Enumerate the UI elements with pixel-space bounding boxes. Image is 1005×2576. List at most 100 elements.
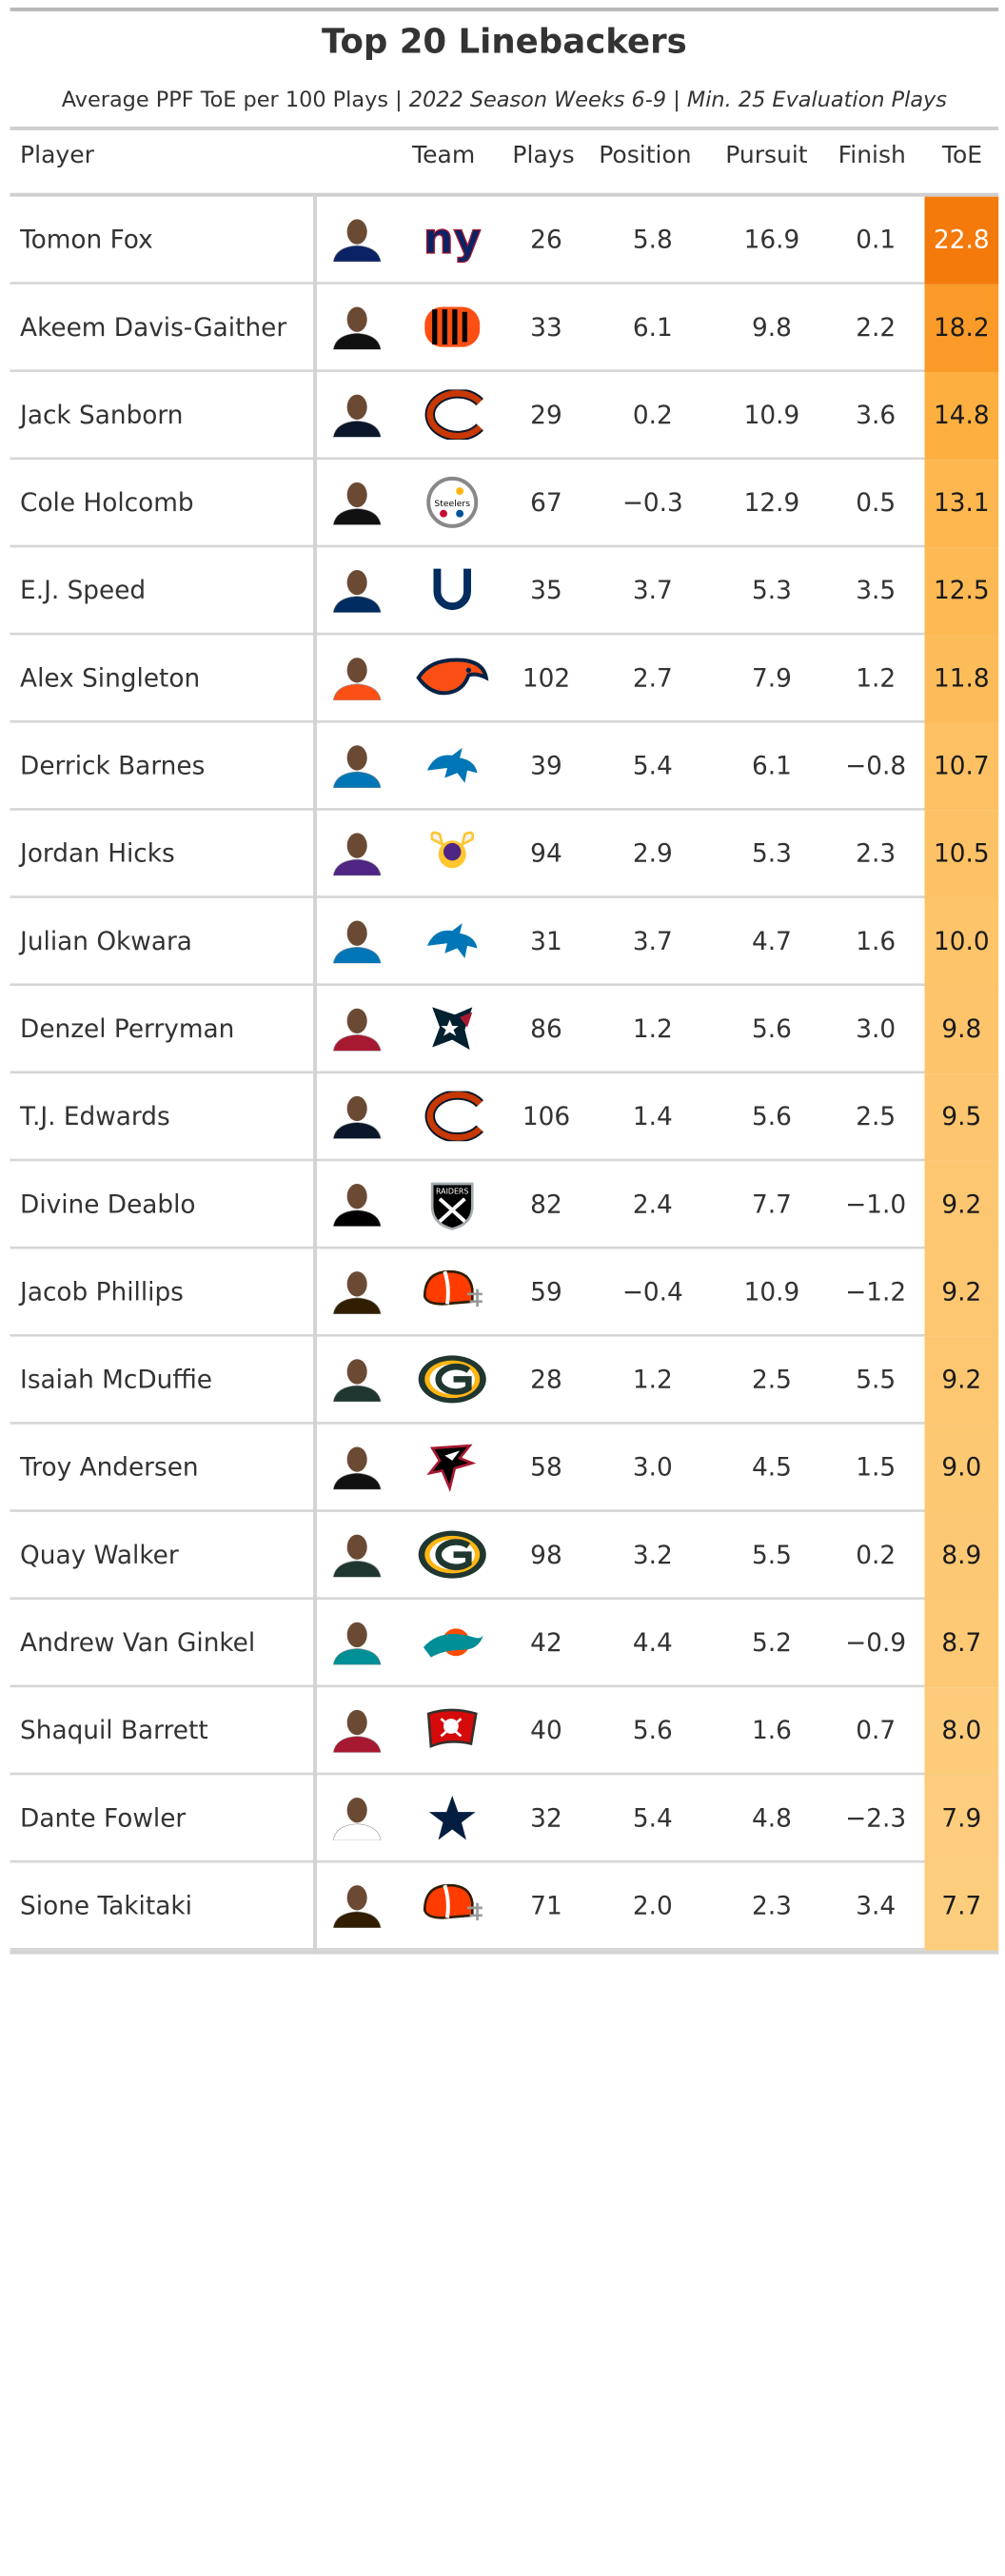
texans-logo bbox=[413, 1001, 491, 1056]
pursuit-value: 4.8 bbox=[751, 1802, 792, 1833]
toe-value: 9.0 bbox=[924, 1424, 999, 1512]
pursuit-value: 9.8 bbox=[751, 311, 792, 343]
pursuit-value: 12.9 bbox=[743, 487, 800, 518]
position-value: 5.6 bbox=[632, 1715, 673, 1745]
player-name: Divine Deablo bbox=[20, 1189, 196, 1219]
finish-value: 3.0 bbox=[856, 1013, 897, 1044]
table-row: Isaiah McDuffie 28 1.2 2.5 5.5 9.2 bbox=[10, 1336, 999, 1425]
plays-value: 59 bbox=[530, 1276, 562, 1308]
table-row: T.J. Edwards 106 1.4 5.6 2.5 9.5 bbox=[10, 1073, 999, 1162]
finish-value: 3.5 bbox=[856, 575, 897, 605]
toe-value: 12.5 bbox=[924, 547, 999, 636]
player-headshot-icon bbox=[331, 828, 384, 876]
player-headshot-icon bbox=[331, 478, 384, 525]
player-headshot-icon bbox=[331, 302, 384, 350]
column-header-team: Team bbox=[412, 141, 476, 169]
player-name: E.J. Speed bbox=[20, 575, 147, 605]
table-row: Jack Sanborn 29 0.2 10.9 3.6 14.8 bbox=[10, 371, 999, 461]
pursuit-value: 2.5 bbox=[751, 1364, 792, 1395]
plays-value: 33 bbox=[530, 311, 562, 343]
lions-logo bbox=[413, 737, 491, 793]
player-name: Akeem Davis-Gaither bbox=[20, 311, 287, 343]
table-row: Tomon Fox ny 26 5.8 16.9 0.1 22.8 bbox=[10, 196, 999, 285]
toe-value: 10.7 bbox=[924, 722, 999, 811]
plays-value: 106 bbox=[522, 1101, 571, 1131]
column-header-player: Player bbox=[20, 141, 94, 169]
player-name: Julian Okwara bbox=[20, 925, 192, 956]
finish-value: −1.0 bbox=[845, 1189, 907, 1219]
plays-value: 32 bbox=[530, 1802, 562, 1833]
plays-value: 29 bbox=[530, 399, 562, 430]
plays-value: 71 bbox=[530, 1890, 562, 1921]
finish-value: 0.2 bbox=[856, 1539, 897, 1570]
player-name: Denzel Perryman bbox=[20, 1013, 235, 1044]
pursuit-value: 5.3 bbox=[751, 837, 792, 869]
toe-value: 7.9 bbox=[924, 1775, 999, 1863]
pursuit-value: 7.7 bbox=[751, 1189, 792, 1219]
player-headshot-icon bbox=[331, 740, 384, 789]
player-name: Dante Fowler bbox=[20, 1802, 187, 1833]
column-header-toe: ToE bbox=[941, 141, 983, 169]
pursuit-value: 6.1 bbox=[751, 750, 792, 781]
table-subtitle: Average PPF ToE per 100 Plays | 2022 Sea… bbox=[10, 88, 999, 112]
player-headshot-icon bbox=[331, 1705, 384, 1753]
player-name: T.J. Edwards bbox=[20, 1101, 170, 1131]
plays-value: 67 bbox=[530, 487, 562, 518]
plays-value: 26 bbox=[530, 224, 562, 255]
player-name: Sione Takitaki bbox=[20, 1890, 192, 1921]
position-value: −0.4 bbox=[621, 1276, 683, 1308]
position-value: 1.4 bbox=[632, 1101, 673, 1131]
column-header-finish: Finish bbox=[838, 141, 906, 169]
player-headshot-icon bbox=[331, 915, 384, 964]
player-headshot-icon bbox=[331, 1354, 384, 1403]
finish-value: 2.2 bbox=[856, 311, 897, 343]
player-name: Jordan Hicks bbox=[20, 837, 175, 869]
position-value: 5.4 bbox=[632, 750, 673, 781]
table-row: Julian Okwara 31 3.7 4.7 1.6 10.0 bbox=[10, 897, 999, 987]
toe-value: 10.5 bbox=[924, 810, 999, 898]
table-row: Akeem Davis-Gaither 33 6.1 9.8 2.2 18.2 bbox=[10, 284, 999, 372]
plays-value: 82 bbox=[530, 1189, 562, 1219]
plays-value: 28 bbox=[530, 1364, 562, 1395]
header-bottom-rule bbox=[10, 192, 999, 197]
toe-value: 9.2 bbox=[924, 1161, 999, 1249]
player-name: Jacob Phillips bbox=[20, 1276, 184, 1308]
bears-c-logo bbox=[413, 1089, 491, 1144]
player-headshot-icon bbox=[331, 1617, 384, 1665]
player-name: Andrew Van Ginkel bbox=[20, 1627, 256, 1658]
toe-value: 11.8 bbox=[924, 635, 999, 723]
svg-text:Steelers: Steelers bbox=[434, 499, 470, 509]
player-headshot-icon bbox=[331, 214, 384, 263]
dolphins-logo bbox=[413, 1615, 491, 1670]
pursuit-value: 5.6 bbox=[751, 1013, 792, 1044]
table-row: Cole Holcomb Steelers 67 −0.3 12.9 0.5 13.1 bbox=[10, 460, 999, 548]
finish-value: 0.7 bbox=[856, 1715, 897, 1745]
toe-value: 9.2 bbox=[924, 1249, 999, 1337]
finish-value: 1.2 bbox=[856, 662, 897, 693]
player-headshot-icon bbox=[331, 1529, 384, 1578]
pursuit-value: 5.2 bbox=[751, 1627, 792, 1658]
bengals-logo bbox=[413, 300, 491, 355]
player-name: Tomon Fox bbox=[20, 224, 153, 255]
finish-value: 1.6 bbox=[856, 925, 897, 956]
column-header-position: Position bbox=[599, 141, 692, 169]
colts-horseshoe-logo bbox=[413, 562, 491, 618]
position-value: 1.2 bbox=[632, 1013, 673, 1044]
subtitle-part-minimum: Min. 25 Evaluation Plays bbox=[686, 88, 947, 113]
player-headshot-icon bbox=[331, 1880, 384, 1929]
position-value: 2.4 bbox=[632, 1189, 673, 1219]
svg-text:RAIDERS: RAIDERS bbox=[436, 1188, 468, 1196]
cowboys-star-logo bbox=[413, 1790, 491, 1845]
table-row: Shaquil Barrett 40 5.6 1.6 0.7 8.0 bbox=[10, 1687, 999, 1776]
position-value: 3.0 bbox=[632, 1451, 673, 1483]
finish-value: 3.4 bbox=[856, 1890, 897, 1921]
finish-value: −2.3 bbox=[845, 1802, 907, 1833]
position-value: 2.0 bbox=[632, 1890, 673, 1921]
plays-value: 102 bbox=[522, 662, 571, 693]
toe-value: 9.2 bbox=[924, 1336, 999, 1425]
subtitle-part-season: 2022 Season Weeks 6-9 bbox=[408, 88, 667, 113]
pursuit-value: 4.7 bbox=[751, 925, 792, 956]
player-name: Quay Walker bbox=[20, 1539, 179, 1570]
position-value: 0.2 bbox=[632, 399, 673, 430]
pursuit-value: 10.9 bbox=[743, 399, 800, 430]
